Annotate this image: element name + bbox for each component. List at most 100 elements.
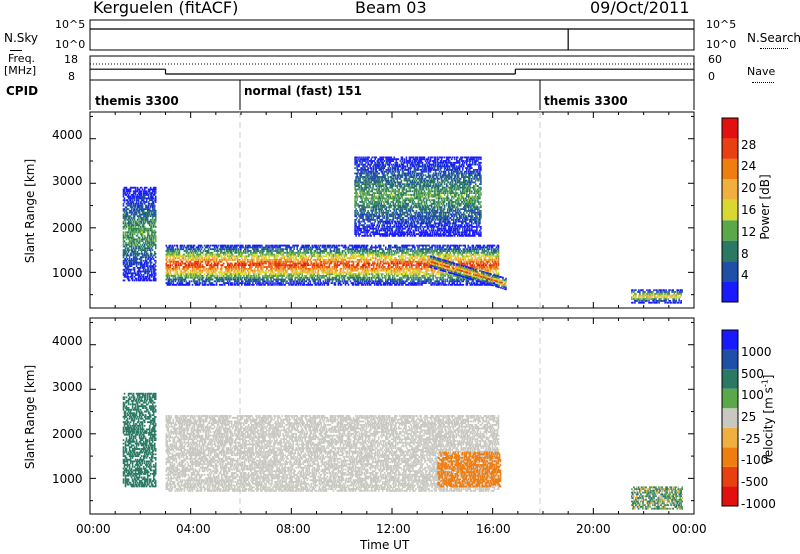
power-cell bbox=[230, 276, 233, 279]
power-cell bbox=[419, 273, 421, 276]
power-cell bbox=[238, 271, 240, 274]
power-cell bbox=[232, 250, 235, 252]
power-cell bbox=[287, 255, 289, 258]
power-cell bbox=[352, 262, 355, 265]
power-cell bbox=[182, 255, 185, 258]
power-cell bbox=[193, 244, 196, 247]
power-cell bbox=[179, 282, 182, 284]
power-cell bbox=[469, 262, 472, 265]
power-cell bbox=[236, 248, 238, 251]
power-cell bbox=[228, 275, 231, 277]
power-cell bbox=[231, 269, 234, 272]
power-cell bbox=[246, 257, 248, 259]
power-cell bbox=[422, 260, 424, 263]
power-cell bbox=[368, 278, 371, 281]
power-cell bbox=[193, 271, 196, 274]
power-cell bbox=[236, 267, 238, 270]
power-cell bbox=[476, 267, 479, 270]
power-cell bbox=[378, 264, 381, 267]
power-cell bbox=[409, 244, 411, 247]
power-cell bbox=[202, 253, 205, 256]
power-cell bbox=[190, 253, 193, 256]
power-cell bbox=[495, 257, 498, 259]
power-cell bbox=[297, 259, 299, 261]
power-cell bbox=[305, 248, 307, 251]
power-cell bbox=[388, 271, 390, 274]
power-cell bbox=[122, 263, 125, 266]
power-cell bbox=[208, 246, 211, 249]
power-cell bbox=[308, 276, 310, 279]
power-cell bbox=[203, 267, 206, 270]
power-cell bbox=[272, 283, 274, 286]
xtick-6: 00:00 bbox=[672, 522, 707, 536]
power-cell bbox=[190, 264, 193, 267]
power-cell bbox=[466, 282, 469, 284]
power-cell bbox=[187, 259, 190, 261]
power-cell bbox=[309, 259, 312, 261]
power-cell bbox=[175, 269, 178, 272]
power-cell bbox=[173, 244, 176, 247]
power-cell bbox=[305, 255, 307, 258]
beam-title: Beam 03 bbox=[355, 0, 427, 17]
power-cell bbox=[312, 246, 315, 249]
power-cell bbox=[382, 273, 385, 276]
power-cell bbox=[331, 280, 334, 283]
power-cell bbox=[377, 250, 380, 252]
power-cell bbox=[493, 264, 496, 267]
power-cell bbox=[230, 275, 233, 277]
power-cell bbox=[329, 248, 332, 251]
power-cell bbox=[173, 267, 176, 270]
power-cell bbox=[207, 250, 210, 252]
power-cell bbox=[201, 257, 204, 259]
power-cell bbox=[188, 273, 191, 276]
power-cell bbox=[333, 244, 336, 247]
power-cell bbox=[231, 253, 234, 256]
power-cell bbox=[175, 262, 178, 265]
power-cell bbox=[259, 262, 261, 265]
power-cell bbox=[252, 269, 254, 272]
power-cell bbox=[474, 257, 477, 259]
power-cell bbox=[407, 273, 409, 276]
power-cell bbox=[192, 246, 195, 249]
power-cell bbox=[221, 264, 224, 267]
power-cell bbox=[368, 266, 371, 268]
power-cell bbox=[363, 282, 366, 284]
power-cell bbox=[195, 262, 198, 265]
power-cell bbox=[473, 282, 476, 284]
power-cell bbox=[360, 246, 363, 249]
power-cell bbox=[186, 250, 189, 252]
power-cell bbox=[167, 278, 170, 281]
power-cell bbox=[437, 253, 439, 256]
power-cell bbox=[194, 273, 197, 276]
power-cell bbox=[431, 248, 433, 251]
power-cell bbox=[345, 255, 348, 258]
power-cell bbox=[434, 275, 436, 277]
nsearch-legend-line bbox=[760, 48, 788, 49]
power-cell bbox=[331, 282, 334, 284]
power-cell bbox=[358, 260, 361, 263]
power-cell bbox=[173, 278, 176, 281]
power-cell bbox=[489, 269, 492, 272]
power-cell bbox=[366, 244, 369, 247]
power-cell bbox=[447, 259, 449, 261]
power-cell bbox=[390, 282, 392, 284]
power-cell bbox=[190, 262, 193, 265]
power-cell bbox=[342, 260, 345, 263]
power-cell bbox=[344, 259, 347, 261]
power-cell bbox=[450, 253, 452, 256]
power-cell bbox=[497, 262, 500, 265]
power-cell bbox=[475, 260, 478, 263]
power-cell bbox=[322, 280, 325, 283]
power-cell bbox=[169, 271, 172, 274]
power-cell bbox=[190, 244, 193, 247]
power-cell bbox=[265, 262, 267, 265]
power-cell bbox=[187, 257, 190, 259]
power-cell bbox=[190, 273, 193, 276]
power-cell bbox=[184, 259, 187, 261]
power-cell bbox=[222, 262, 225, 265]
power-cell bbox=[319, 283, 322, 286]
power-cell bbox=[179, 246, 182, 249]
power-cell bbox=[389, 264, 391, 267]
power-cell bbox=[404, 248, 406, 251]
power-cell bbox=[122, 238, 125, 241]
